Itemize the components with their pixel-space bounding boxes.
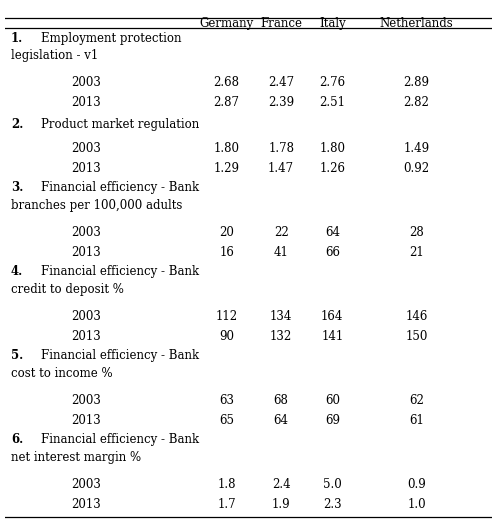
Text: 1.7: 1.7 [217,498,236,511]
Text: 2003: 2003 [71,142,100,155]
Text: 2.4: 2.4 [272,478,290,491]
Text: 2013: 2013 [71,96,100,109]
Text: 1.47: 1.47 [268,162,294,175]
Text: 0.92: 0.92 [404,162,429,175]
Text: 60: 60 [325,393,340,407]
Text: 64: 64 [325,226,340,239]
Text: 1.: 1. [11,32,23,45]
Text: 2.3: 2.3 [323,498,341,511]
Text: 2003: 2003 [71,226,100,239]
Text: Financial efficiency - Bank: Financial efficiency - Bank [41,433,200,446]
Text: 22: 22 [274,226,288,239]
Text: 1.8: 1.8 [217,478,236,491]
Text: 2.51: 2.51 [319,96,345,109]
Text: 141: 141 [321,330,343,343]
Text: 61: 61 [409,413,424,427]
Text: Germany: Germany [199,17,253,30]
Text: cost to income %: cost to income % [11,367,112,380]
Text: 5.: 5. [11,349,23,362]
Text: Financial efficiency - Bank: Financial efficiency - Bank [41,266,200,278]
Text: 62: 62 [409,393,424,407]
Text: 164: 164 [321,310,343,323]
Text: 0.9: 0.9 [407,478,426,491]
Text: net interest margin %: net interest margin % [11,451,141,464]
Text: 2013: 2013 [71,246,100,259]
Text: 2013: 2013 [71,413,100,427]
Text: 1.9: 1.9 [272,498,290,511]
Text: 69: 69 [325,413,340,427]
Text: Italy: Italy [319,17,345,30]
Text: 134: 134 [270,310,292,323]
Text: 5.0: 5.0 [323,478,341,491]
Text: 1.80: 1.80 [214,142,240,155]
Text: Netherlands: Netherlands [380,17,453,30]
Text: France: France [260,17,302,30]
Text: 63: 63 [219,393,234,407]
Text: 2003: 2003 [71,393,100,407]
Text: 64: 64 [274,413,289,427]
Text: 150: 150 [406,330,428,343]
Text: 112: 112 [216,310,238,323]
Text: 68: 68 [274,393,289,407]
Text: 28: 28 [409,226,424,239]
Text: 6.: 6. [11,433,23,446]
Text: 2013: 2013 [71,330,100,343]
Text: 65: 65 [219,413,234,427]
Text: 2.68: 2.68 [214,76,240,89]
Text: 2.76: 2.76 [319,76,345,89]
Text: Employment protection: Employment protection [41,32,182,45]
Text: 146: 146 [406,310,428,323]
Text: 1.0: 1.0 [407,498,426,511]
Text: 2013: 2013 [71,162,100,175]
Text: 132: 132 [270,330,292,343]
Text: Product market regulation: Product market regulation [41,118,200,130]
Text: 90: 90 [219,330,234,343]
Text: 3.: 3. [11,181,23,195]
Text: 2.82: 2.82 [404,96,429,109]
Text: 2.89: 2.89 [404,76,429,89]
Text: branches per 100,000 adults: branches per 100,000 adults [11,199,182,212]
Text: 1.29: 1.29 [214,162,240,175]
Text: 4.: 4. [11,266,23,278]
Text: 2.47: 2.47 [268,76,294,89]
Text: 2003: 2003 [71,76,100,89]
Text: 1.26: 1.26 [319,162,345,175]
Text: 2.39: 2.39 [268,96,294,109]
Text: 2013: 2013 [71,498,100,511]
Text: credit to deposit %: credit to deposit % [11,283,124,296]
Text: 1.78: 1.78 [268,142,294,155]
Text: 21: 21 [409,246,424,259]
Text: 16: 16 [219,246,234,259]
Text: 2.87: 2.87 [214,96,240,109]
Text: 20: 20 [219,226,234,239]
Text: 1.80: 1.80 [319,142,345,155]
Text: 2003: 2003 [71,478,100,491]
Text: 1.49: 1.49 [404,142,429,155]
Text: 41: 41 [274,246,289,259]
Text: 66: 66 [325,246,340,259]
Text: Financial efficiency - Bank: Financial efficiency - Bank [41,349,200,362]
Text: 2.: 2. [11,118,23,130]
Text: legislation - v1: legislation - v1 [11,49,98,62]
Text: Financial efficiency - Bank: Financial efficiency - Bank [41,181,200,195]
Text: 2003: 2003 [71,310,100,323]
